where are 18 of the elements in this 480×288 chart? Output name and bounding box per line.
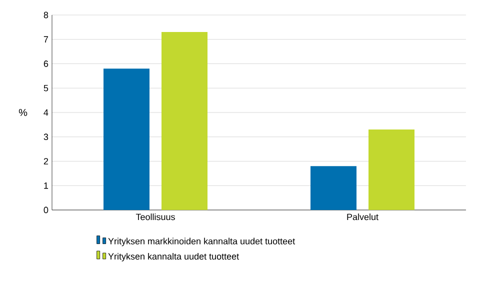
bar [162,32,208,210]
bar [310,166,356,210]
y-tick-label: 6 [44,60,48,67]
y-tick-label: 1 [44,182,48,189]
y-tick-label: 5 [44,84,48,92]
y-tick-label: 0 [44,206,48,214]
x-tick-label: Teollisuus [136,214,175,220]
bar [368,130,414,210]
y-tick-label: 7 [44,36,48,42]
y-tick-label: 2 [44,158,48,164]
y-tick-label: 3 [44,134,48,140]
bar [104,68,150,210]
y-tick-label: 4 [44,109,48,116]
legend-label: Yrityksen kannalta uudet tuotteet [108,252,239,262]
x-tick-label: Palvelut [347,214,378,220]
legend-label: Yrityksen markkinoiden kannalta uudet tuotteet [108,238,296,246]
y-tick-label: 8 [44,12,48,18]
y-axis-title: % [18,108,28,116]
